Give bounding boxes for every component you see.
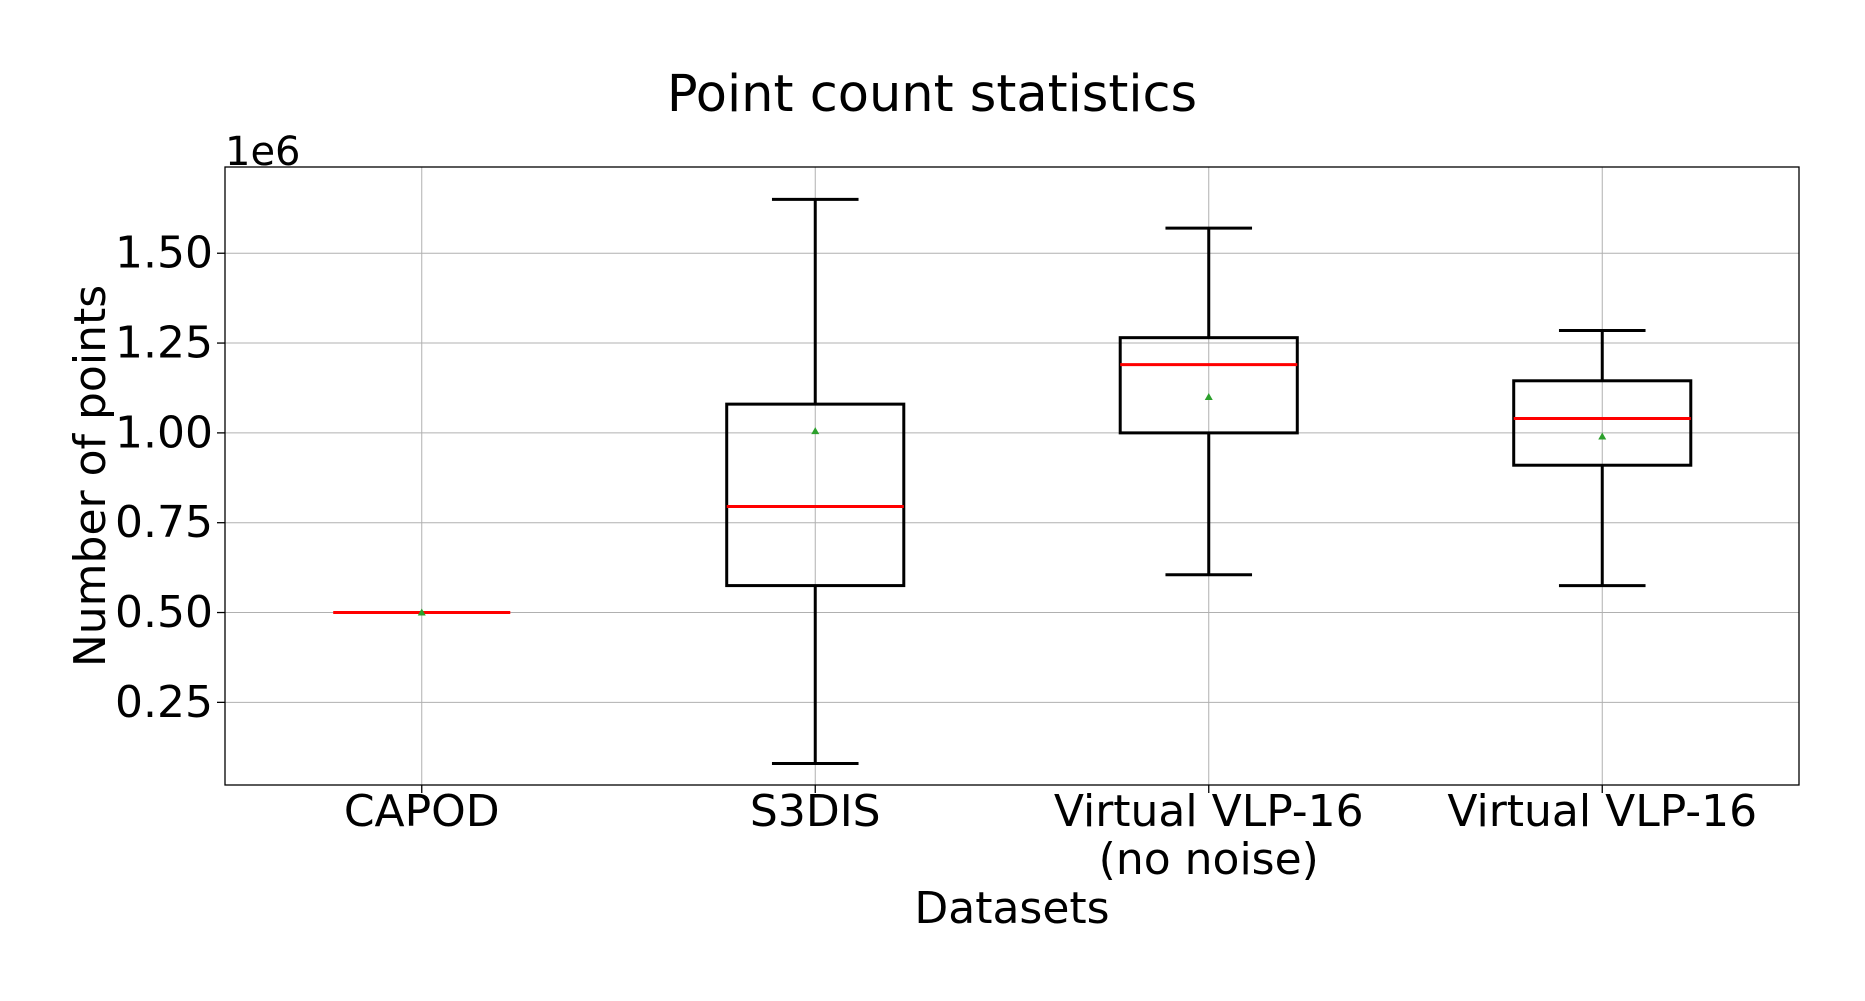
y-axis-label: Number of points [65,285,116,667]
x-tick-label: CAPOD [344,786,500,837]
box-2 [1118,226,1299,577]
x-tick-label-line: Virtual VLP-16 [1447,786,1757,837]
mean-marker [1598,432,1607,440]
x-tick-label: S3DIS [750,786,881,837]
x-axis-label: Datasets [914,883,1109,934]
box-series [333,197,1693,765]
y-tick-label: 1.25 [115,318,213,369]
x-tick-label-line: CAPOD [344,786,500,837]
y-tick-label: 1.00 [115,407,213,458]
grid-lines [225,167,1799,785]
box-1 [725,197,906,765]
mean-marker [811,427,820,435]
iqr-box [1118,336,1299,435]
iqr-box [1512,379,1693,467]
y-tick-label: 0.75 [115,497,213,548]
iqr-box [725,402,906,588]
plot-area-frame [224,166,1800,786]
y-tick-label: 0.25 [115,677,213,728]
x-tick-label-line: S3DIS [750,786,881,837]
box-0 [333,608,511,616]
x-tick-label-line: (no noise) [1099,834,1319,885]
x-tick-label: Virtual VLP-16 (no noise) [1054,786,1364,885]
y-axis-ticks: 0.25 0.50 0.75 1.00 1.25 1.50 [115,228,225,728]
x-tick-label-line: Virtual VLP-16 [1054,786,1364,837]
x-tick-label: Virtual VLP-16 [1447,786,1757,837]
x-axis-ticks: CAPOD S3DIS Virtual VLP-16 (no noise)Virtua… [344,785,1757,885]
y-tick-label: 0.50 [115,587,213,638]
chart-title: Point count statistics [667,65,1197,124]
box-3 [1512,328,1693,588]
mean-marker [417,608,426,616]
y-axis-offset-label: 1e6 [225,129,301,175]
y-tick-label: 1.50 [115,228,213,279]
mean-marker [1204,392,1213,400]
